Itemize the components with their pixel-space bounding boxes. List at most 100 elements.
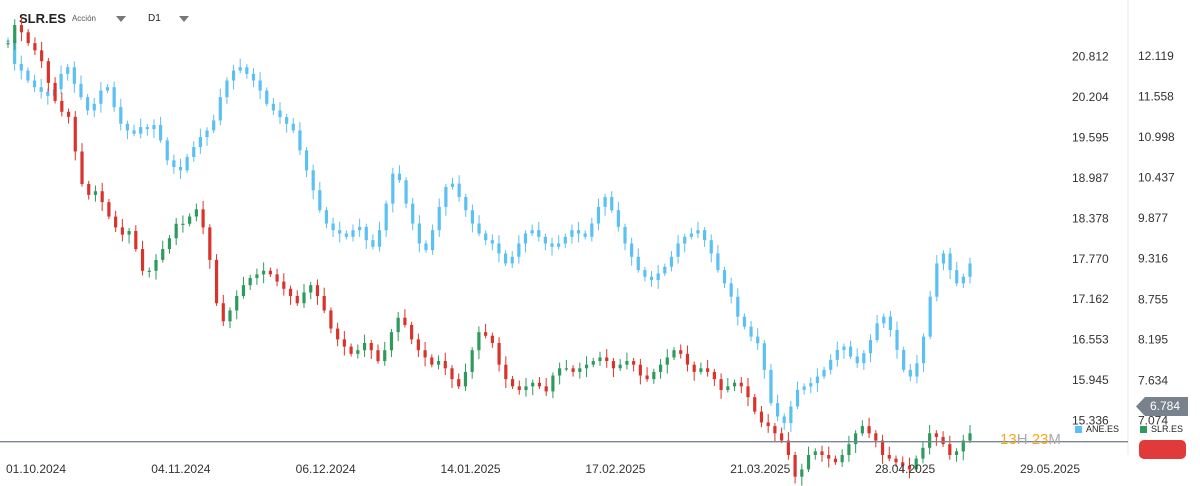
ane-candle xyxy=(875,323,879,340)
slr-candle xyxy=(188,216,192,224)
slr-candle xyxy=(948,444,952,455)
slr-candle xyxy=(692,364,696,372)
slr-candle xyxy=(66,111,71,117)
ane-candle xyxy=(477,223,481,234)
ane-candle xyxy=(218,97,222,121)
ane-candle xyxy=(762,343,766,370)
ane-candle xyxy=(444,186,448,207)
slr-candle xyxy=(820,451,824,455)
legend-slr[interactable]: SLR.ES xyxy=(1140,424,1183,434)
ane-candle xyxy=(245,67,249,74)
current-price-value: 6.784 xyxy=(1149,399,1181,413)
slr-candle xyxy=(598,357,602,362)
ane-candle xyxy=(530,230,534,234)
ane-candle xyxy=(583,233,587,237)
slr-candle xyxy=(221,303,225,322)
ane-candle xyxy=(795,389,800,407)
ane-candle xyxy=(105,87,110,91)
ane-candle xyxy=(742,316,747,327)
ane-candle xyxy=(298,130,302,151)
slr-candle xyxy=(389,332,394,351)
slr-candle xyxy=(880,440,885,455)
ane-candle xyxy=(404,180,408,204)
slr-candle xyxy=(194,209,198,217)
slr-candle xyxy=(302,292,306,304)
ane-candle xyxy=(623,226,627,244)
ane-candle xyxy=(192,147,196,158)
slr-candle xyxy=(315,285,320,297)
ane-candle xyxy=(656,273,660,281)
ane-candle xyxy=(848,346,853,357)
slr-candle xyxy=(181,223,185,225)
ane-candle xyxy=(822,369,826,377)
timeframe-selector[interactable]: D1 xyxy=(148,9,189,27)
ane-candle xyxy=(86,97,90,111)
slr-candle xyxy=(336,328,340,340)
ane-candle xyxy=(484,233,488,241)
timeframe-dropdown-icon[interactable] xyxy=(178,16,189,22)
ane-candle xyxy=(563,236,567,244)
time-axis: 01.10.2024 04.11.2024 06.12.2024 14.01.2025… xyxy=(6,462,1080,476)
ane-candle xyxy=(842,346,846,350)
ane-candle xyxy=(835,349,839,360)
slr-candle xyxy=(658,364,663,372)
ane-candle xyxy=(703,230,707,241)
slr-candle xyxy=(766,422,770,427)
ane-candle xyxy=(809,383,813,387)
slr-candle xyxy=(558,368,562,376)
slr-candle xyxy=(329,310,333,329)
symbol-dropdown-icon[interactable] xyxy=(115,16,126,22)
slr-candle xyxy=(309,285,313,293)
ane-candle xyxy=(802,386,806,390)
ane-candle xyxy=(324,210,329,224)
legend-ane[interactable]: ANE.ES xyxy=(1075,424,1119,434)
ane-legend-swatch xyxy=(1075,425,1082,433)
slr-candle xyxy=(934,433,938,437)
left-tick-label: 20.812 xyxy=(1072,49,1109,63)
slr-candle xyxy=(584,364,589,369)
ane-candle xyxy=(411,203,415,224)
slr-candle xyxy=(551,375,555,392)
right-price-axis: 12.119 11.558 10.998 10.437 9.877 9.316 8.755 8… xyxy=(1138,49,1175,428)
left-tick-label: 18.378 xyxy=(1072,211,1109,225)
slr-candle xyxy=(241,285,246,297)
x-tick-label: 01.10.2024 xyxy=(6,462,66,476)
symbol-header: SLR.ES Acción xyxy=(19,9,126,27)
ane-candle xyxy=(968,263,972,277)
symbol-name: SLR.ES xyxy=(19,10,66,26)
slr-candle xyxy=(914,458,918,470)
slr-candle xyxy=(652,371,656,380)
ane-candle xyxy=(557,243,561,247)
ane-candle xyxy=(331,223,335,231)
right-tick-label: 12.119 xyxy=(1138,49,1174,63)
slr-candle xyxy=(201,209,205,228)
slr-candle xyxy=(645,375,649,380)
slr-candle xyxy=(268,270,272,275)
ane-candle xyxy=(291,123,295,131)
slr-candle xyxy=(423,350,427,358)
ane-candle xyxy=(470,210,475,224)
sell-button[interactable] xyxy=(1139,440,1186,459)
slr-candle xyxy=(827,455,831,459)
ane-candle xyxy=(424,243,428,251)
slr-candle xyxy=(699,368,703,372)
ane-candle xyxy=(265,90,269,104)
slr-candle xyxy=(571,368,575,372)
slr-candle xyxy=(901,462,905,466)
ane-candle xyxy=(815,376,820,384)
slr-candle xyxy=(288,288,293,297)
ane-candle xyxy=(437,206,441,231)
ane-candle xyxy=(503,253,508,264)
ane-candle xyxy=(358,226,362,231)
slr-legend-label: SLR.ES xyxy=(1151,424,1184,434)
ane-candle xyxy=(590,223,594,237)
slr-candle xyxy=(887,455,891,459)
ane-candle xyxy=(285,117,289,124)
slr-candle xyxy=(739,382,743,387)
slr-candle xyxy=(214,259,219,304)
slr-candle xyxy=(6,43,10,45)
ane-candle xyxy=(212,120,216,131)
slr-candle xyxy=(726,386,730,390)
ane-candle xyxy=(769,369,773,404)
